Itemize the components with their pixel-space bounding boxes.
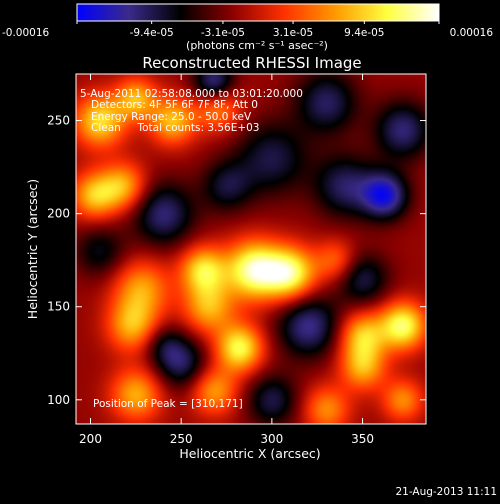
plot-area: 200 250 300 350 100 150 200 250 [47,73,427,446]
y-tick-label: 100 [47,393,70,407]
colorbar-tick-label: 0.00016 [450,27,494,39]
heatmap-image [76,74,426,424]
plot-frame [75,73,427,425]
colorbar-ticks: -0.00016 -9.4e-05 -3.1e-05 3.1e-05 9.4e-05 0.… [2,21,493,39]
chart-title: Reconstructed RHESSI Image [142,54,361,72]
colorbar-gradient [76,3,440,22]
annotation-clean-counts: Clean Total counts: 3.56E+03 [91,122,260,134]
annotation-time-range: 5-Aug-2011 02:58:08.000 to 03:01:20.000 [80,88,303,100]
y-tick-label: 200 [47,207,70,221]
annotation-peak-position: Position of Peak = [310,171] [93,398,243,410]
image-annotations: 5-Aug-2011 02:58:08.000 to 03:01:20.000 … [80,88,303,410]
annotation-energy-range: Energy Range: 25.0 - 50.0 keV [91,111,252,123]
x-tick-label: 350 [351,432,374,446]
x-tick-label: 300 [260,432,283,446]
colorbar-tick-label: -9.4e-05 [130,27,174,39]
footer-timestamp: 21-Aug-2013 11:11 [395,486,497,498]
colorbar-tick-label: 3.1e-05 [273,27,313,39]
y-tick-label: 150 [47,300,70,314]
y-tick-label: 250 [47,114,70,128]
y-axis-label: Heliocentric Y (arcsec) [25,179,40,319]
colorbar: -0.00016 -9.4e-05 -3.1e-05 3.1e-05 9.4e-05 0.… [2,3,493,52]
colorbar-unit-label: (photons cm⁻² s⁻¹ asec⁻²) [186,39,328,52]
x-tick-label: 200 [79,432,102,446]
colorbar-tick-label: -3.1e-05 [201,27,245,39]
colorbar-tick-label: -0.00016 [2,27,50,39]
x-axis-ticks: 200 250 300 350 [79,74,374,446]
heatmap-container [76,74,426,424]
x-axis-label: Heliocentric X (arcsec) [179,446,320,461]
colorbar-tick-label: 9.4e-05 [344,27,384,39]
x-tick-label: 250 [170,432,193,446]
annotation-detectors: Detectors: 4F 5F 6F 7F 8F, Att 0 [91,99,258,111]
y-axis-ticks: 100 150 200 250 [47,114,426,407]
